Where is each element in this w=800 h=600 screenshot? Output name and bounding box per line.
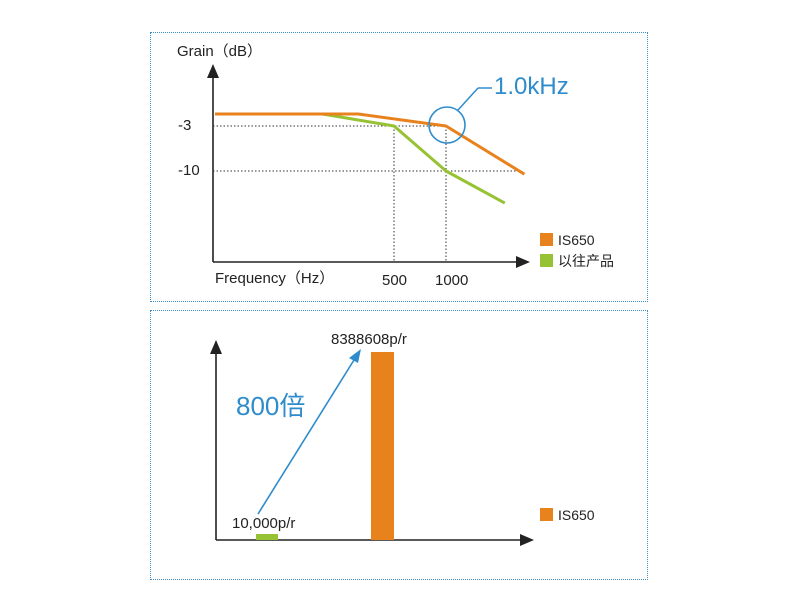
series-line-legacy	[215, 112, 506, 205]
top-y-axis-arrow	[207, 64, 219, 78]
x-tick-label-1000: 1000	[435, 272, 468, 289]
x-tick-label-500: 500	[382, 272, 407, 289]
ratio-arrow-head	[349, 349, 361, 363]
y-tick-label-minus3: -3	[178, 117, 191, 134]
ratio-arrow-line	[257, 359, 355, 515]
legend-swatch-is650	[540, 233, 553, 246]
bottom-x-axis-arrow	[520, 534, 534, 546]
cutoff-leader-line	[457, 87, 479, 111]
legend-swatch-legacy	[540, 254, 553, 267]
bottom-chart: 10,000p/r 8388608p/r 800倍 IS650	[210, 331, 595, 546]
top-x-axis-label: Frequency（Hz）	[215, 270, 334, 287]
bar-value-label-legacy: 10,000p/r	[232, 515, 295, 532]
bottom-legend-label-is650: IS650	[558, 507, 595, 523]
y-tick-label-minus10: -10	[178, 162, 200, 179]
cutoff-highlight-circle	[428, 106, 466, 144]
bar-legacy	[256, 534, 278, 540]
series-line-is650	[215, 112, 526, 176]
top-x-axis-arrow	[516, 256, 530, 268]
resolution-panel	[150, 310, 648, 580]
bottom-y-axis-arrow	[210, 340, 222, 354]
top-y-axis-label: Grain（dB）	[177, 43, 262, 60]
bottom-legend-swatch-is650	[540, 508, 553, 521]
ratio-annotation: 800倍	[236, 391, 305, 421]
legend-label-legacy: 以往产品	[558, 253, 614, 269]
top-chart: Grain（dB） Frequency（Hz） -3 -10 500 1000 …	[177, 43, 614, 289]
bar-value-label-is650: 8388608p/r	[331, 331, 407, 348]
frequency-response-panel	[150, 32, 648, 302]
legend-label-is650: IS650	[558, 232, 595, 248]
cutoff-annotation: 1.0kHz	[494, 73, 569, 100]
bar-is650	[371, 352, 394, 540]
